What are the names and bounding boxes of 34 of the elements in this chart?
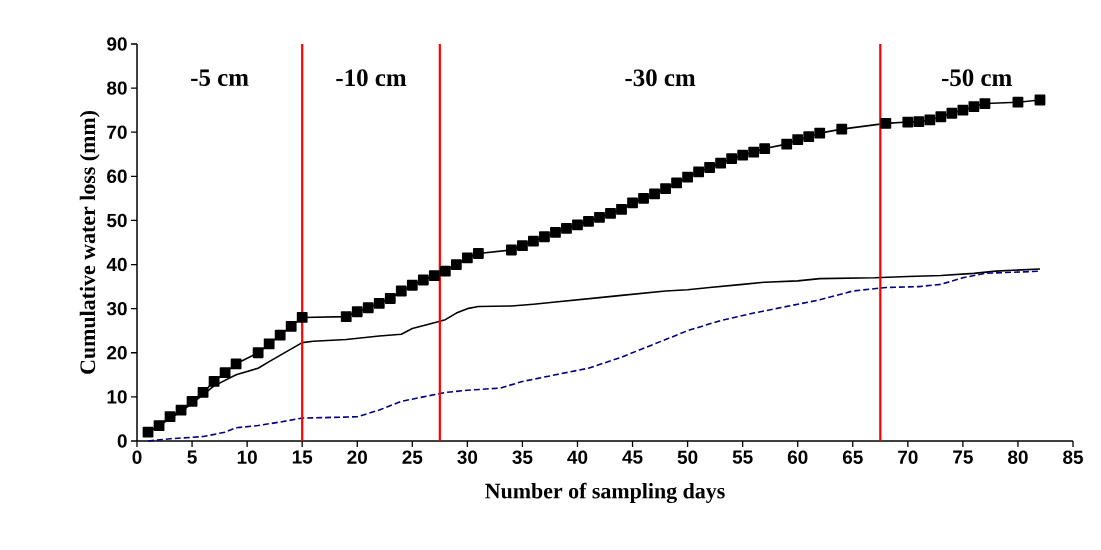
annotation: -5 cm [191,69,249,87]
x-tick-label: 15 [292,450,313,464]
x-tick-label: 10 [237,450,257,464]
x-tick-label: 35 [512,450,533,464]
y-tick-label: 90 [107,37,127,51]
x-tick-label: 75 [953,450,973,464]
x-tick-label: 40 [567,450,588,464]
x-tick-label: 65 [842,450,863,464]
y-tick-label: 50 [107,213,127,228]
x-tick-label: 5 [187,450,197,464]
x-tick-label: 50 [677,450,698,464]
x-tick-label: 85 [1063,450,1084,464]
y-tick-label: 20 [107,346,127,360]
x-tick-label: 20 [347,450,367,464]
y-tick-label: 30 [106,301,127,316]
x-tick-label: 0 [132,450,142,464]
y-axis-title: Cumulative water loss (mm) [79,111,100,374]
x-tick-label: 30 [457,450,478,464]
y-tick-label: 40 [106,257,127,272]
x-tick-label: 55 [732,450,753,464]
x-tick-label: 80 [1008,450,1028,464]
y-tick-label: 10 [107,390,127,404]
x-tick-label: 45 [622,450,643,464]
annotation: -30 cm [625,69,696,87]
y-tick-label: 80 [107,81,127,95]
x-axis-title: Number of sampling days [485,482,725,504]
x-tick-label: 25 [402,450,423,464]
x-tick-label: 60 [787,450,808,464]
y-tick-label: 0 [117,434,127,448]
y-tick-label: 60 [107,169,127,184]
annotation: -50 cm [941,69,1012,87]
x-tick-label: 70 [898,450,918,464]
annotation: -10 cm [336,69,407,87]
y-tick-label: 70 [107,125,127,139]
